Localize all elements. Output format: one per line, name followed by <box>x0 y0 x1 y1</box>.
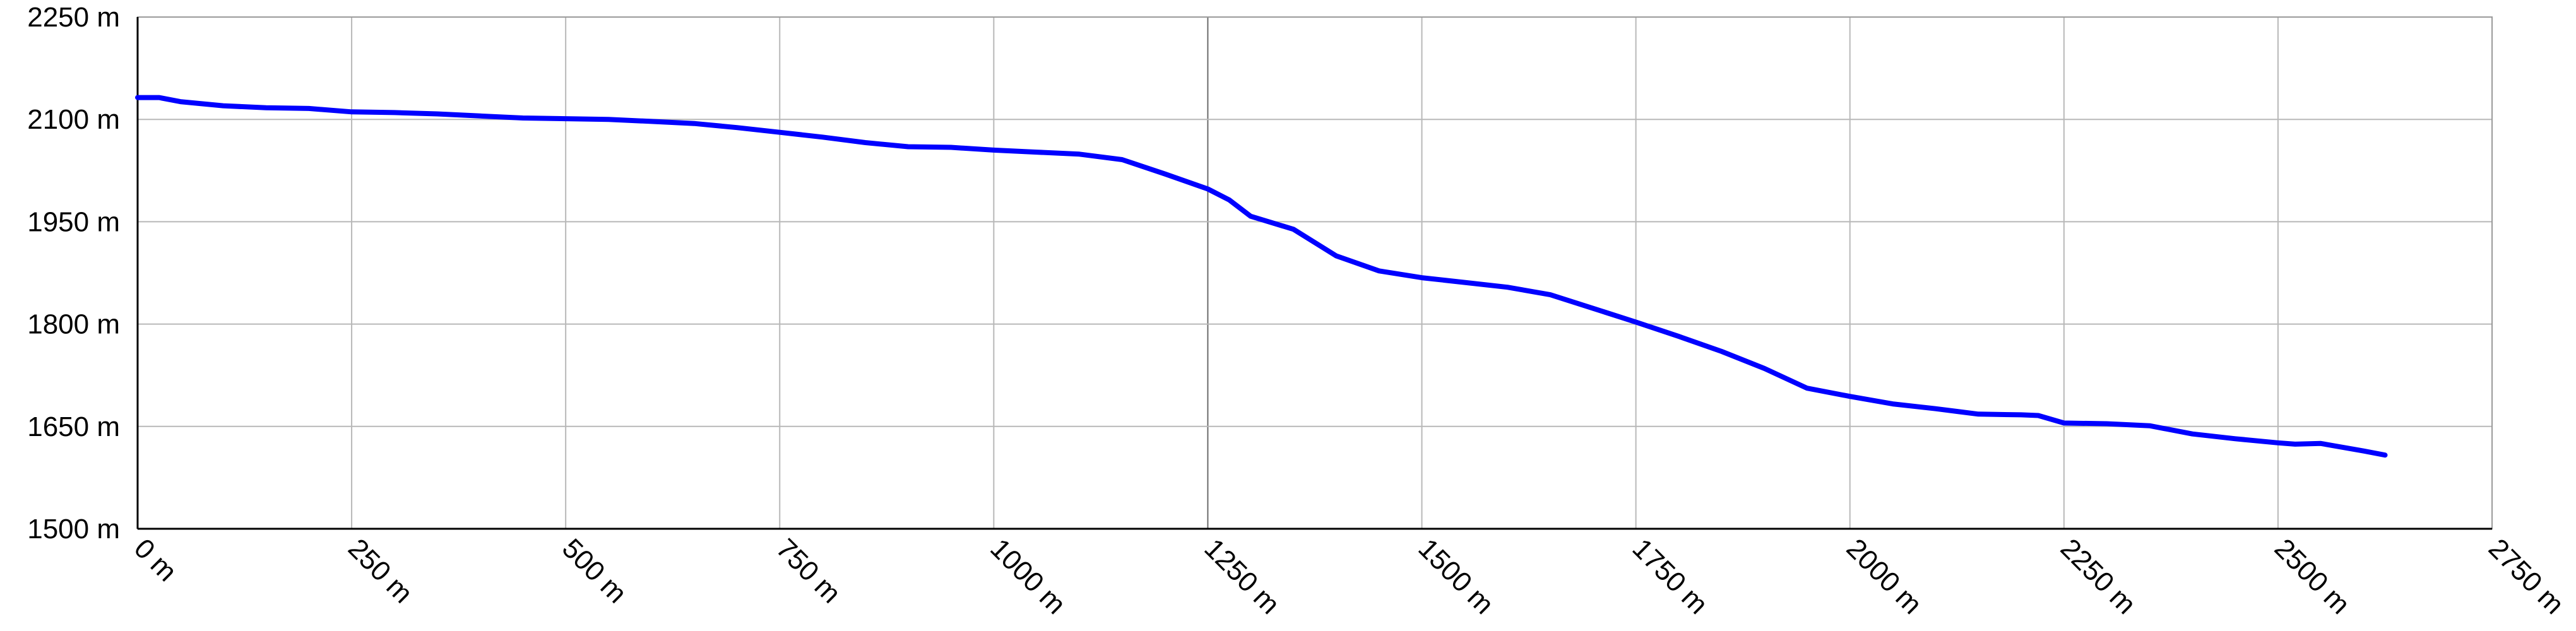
y-tick-label: 1500 m <box>27 514 120 545</box>
x-tick-label: 250 m <box>342 533 418 609</box>
x-tick-label: 2750 m <box>2483 533 2570 620</box>
y-tick-label: 2250 m <box>27 2 120 33</box>
axes <box>136 17 2492 530</box>
y-tick-label: 1800 m <box>27 309 120 340</box>
plot-frame <box>137 16 2493 529</box>
x-tick-label: 2250 m <box>2055 533 2142 620</box>
x-tick-label: 2500 m <box>2269 533 2356 620</box>
x-tick-label: 0 m <box>128 533 183 587</box>
elevation-series-line <box>135 95 2388 458</box>
grid <box>137 16 2493 529</box>
y-tick-labels: 1500 m 1650 m 1800 m 1950 m 2100 m 2250 m <box>27 2 120 545</box>
x-tick-label: 750 m <box>770 533 846 609</box>
y-tick-label: 2100 m <box>27 104 120 135</box>
y-tick-label: 1950 m <box>27 206 120 237</box>
x-tick-label: 1500 m <box>1412 533 1499 620</box>
x-tick-label: 1750 m <box>1627 533 1714 620</box>
x-tick-label: 1250 m <box>1198 533 1285 620</box>
series-group <box>135 95 2388 458</box>
x-tick-label: 2000 m <box>1841 533 1928 620</box>
x-tick-label: 1000 m <box>984 533 1071 620</box>
x-tick-labels: 0 m 250 m 500 m 750 m 1000 m 1250 m 1500 m 1750… <box>128 533 2570 620</box>
y-tick-label: 1650 m <box>27 411 120 442</box>
x-tick-label: 500 m <box>556 533 632 609</box>
